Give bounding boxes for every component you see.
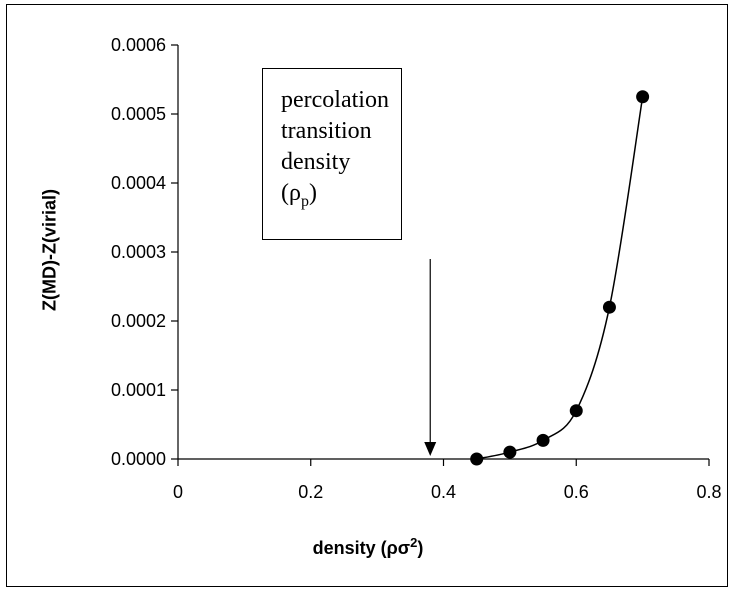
y-tick-label: 0.0006	[111, 35, 166, 55]
x-tick-label: 0.2	[298, 482, 323, 502]
x-axis-label-symbol: ρσ	[386, 538, 411, 558]
data-point	[636, 90, 650, 104]
x-axis-label-prefix: density (	[312, 538, 387, 558]
plot-area: 0.0000 0.0001 0.0002 0.0003 0.0004 0.0005 0.00…	[111, 35, 722, 502]
annotation-symbol-subscript: p	[300, 192, 309, 210]
data-point	[470, 452, 484, 466]
data-point	[536, 433, 550, 447]
x-axis-label-superscript: 2	[410, 535, 418, 550]
data-point	[602, 300, 616, 314]
x-axis-label: density (ρσ2)	[0, 535, 736, 559]
y-tick-label: 0.0000	[111, 449, 166, 469]
y-tick-label: 0.0004	[111, 173, 166, 193]
y-tick-label: 0.0005	[111, 104, 166, 124]
y-axis-label: Z(MD)-Z(virial)	[39, 189, 60, 311]
data-point	[569, 404, 583, 418]
x-tick-label: 0.6	[564, 482, 589, 502]
annotation-symbol-line: (ρp)	[281, 178, 401, 217]
x-tick-label: 0	[173, 482, 183, 502]
annotation-line-2: transition	[281, 118, 372, 144]
annotation-arrow-head	[424, 442, 437, 456]
annotation-symbol-close: )	[308, 180, 317, 206]
y-tick-label: 0.0002	[111, 311, 166, 331]
data-point	[503, 445, 517, 459]
y-tick-label: 0.0001	[111, 380, 166, 400]
annotation-box: percolation transition density (ρp)	[262, 68, 402, 240]
annotation-line-1: percolation	[281, 87, 389, 113]
annotation-line-3: density	[281, 149, 351, 175]
series-line	[476, 96, 644, 460]
x-axis-label-suffix: )	[417, 538, 424, 558]
x-tick-label: 0.4	[431, 482, 456, 502]
annotation-symbol: (ρ	[281, 180, 301, 206]
y-tick-label: 0.0003	[111, 242, 166, 262]
x-tick-label: 0.8	[696, 482, 721, 502]
